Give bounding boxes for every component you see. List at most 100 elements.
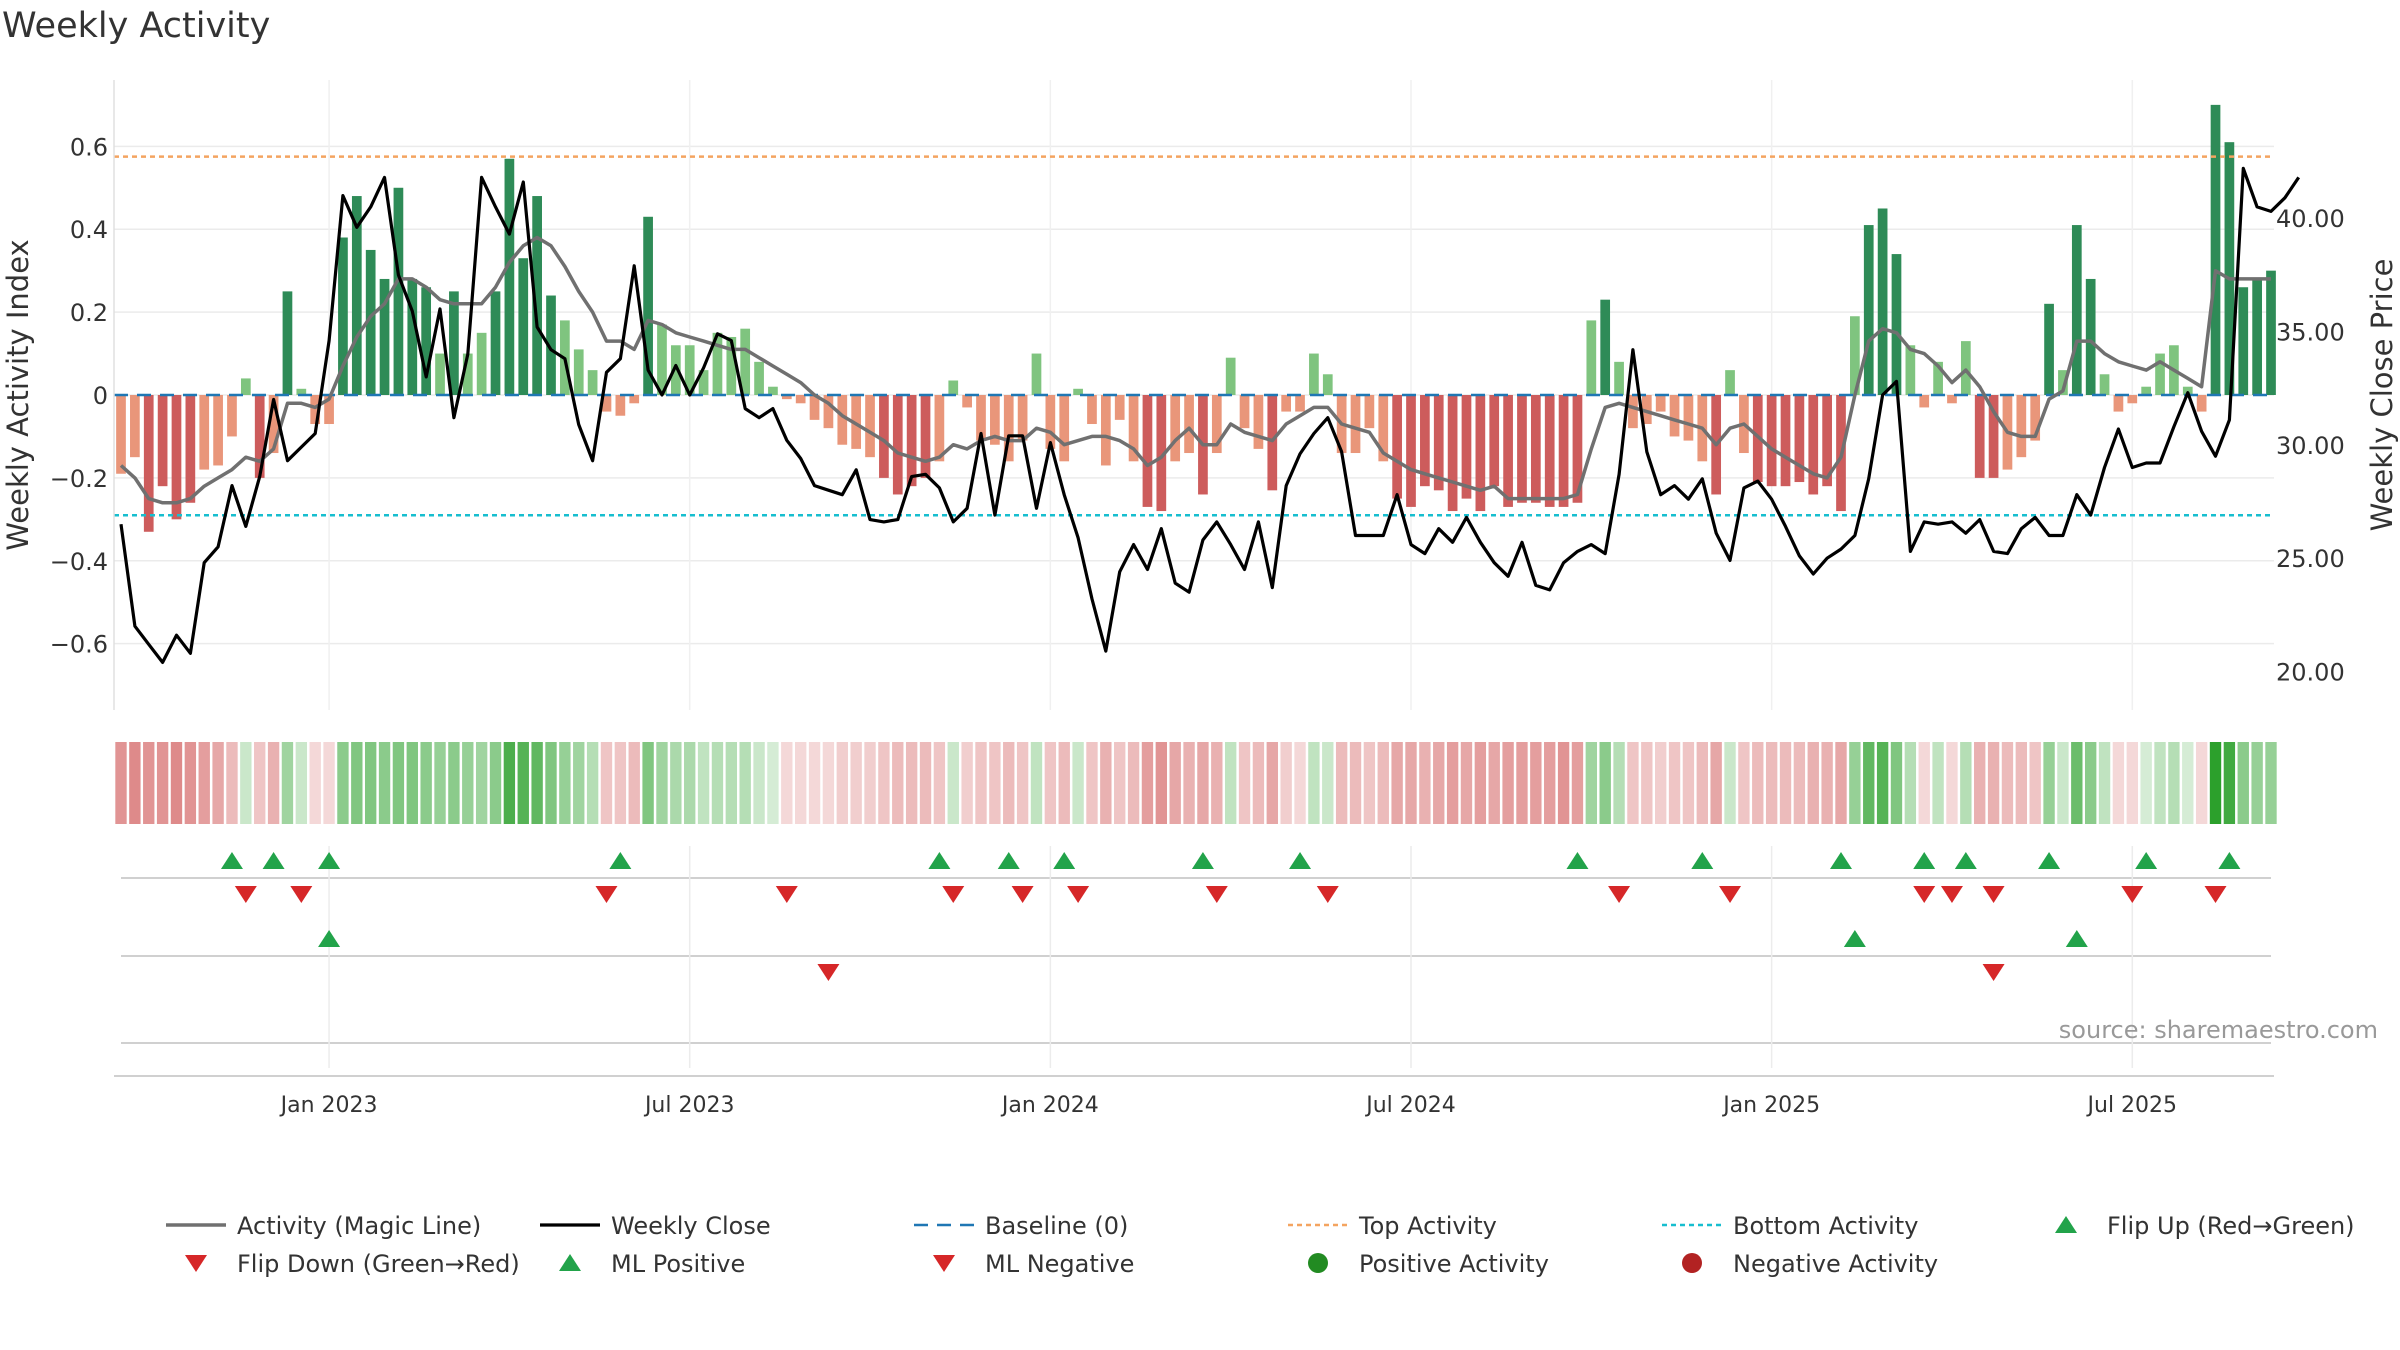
heatmap-cell [1946,742,1958,824]
activity-bar [1211,395,1222,454]
activity-bar [2127,395,2138,404]
flip-up-marker [997,852,1020,869]
flip-down-marker [1940,886,1963,903]
activity-bar [2044,303,2054,395]
activity-bar [1087,395,1097,425]
heatmap-cell [1446,742,1459,824]
activity-bar [2224,142,2235,395]
heatmap-cell [1488,742,1500,824]
heatmap-cell [656,742,668,824]
activity-bar [1073,388,1083,395]
activity-bar [1114,395,1125,420]
legend: Activity (Magic Line) Weekly Close Baselin… [166,1212,2355,1278]
heatmap-cell [586,742,599,824]
legend-label: ML Positive [611,1250,745,1278]
activity-bar [629,395,640,404]
activity-bar [2085,278,2096,395]
legend-label: ML Negative [985,1250,1134,1278]
heatmap-cell [281,742,294,824]
heatmap-cell [2182,742,2194,824]
source-label: source: sharemaestro.com [2059,1016,2378,1044]
legend-symbol [2055,1216,2077,1233]
legend-label: Baseline (0) [985,1212,1128,1240]
activity-bar [768,386,778,395]
heatmap-cell [1960,742,1972,824]
ml-negative-marker [817,964,840,981]
chart-title: Weekly Activity [2,6,270,46]
activity-bar [990,395,1000,445]
legend-label: Negative Activity [1733,1250,1938,1278]
heatmap-cell [1224,742,1237,824]
flip-up-marker [1954,852,1977,869]
activity-bar [670,345,681,395]
heatmap-cell [1322,742,1334,824]
legend-item: ML Positive [559,1250,745,1278]
activity-bar [809,395,820,420]
heatmap-cell [2071,742,2083,824]
heatmap-cell [198,742,210,824]
heatmap-cell [1294,742,1306,824]
flip-down-marker [1608,886,1631,903]
activity-bar [130,395,140,458]
activity-bar [1239,395,1250,429]
heatmap-cell [628,742,640,824]
heatmap-cell [2140,742,2152,824]
heatmap-cell [240,742,252,824]
heatmap-cell [226,742,238,824]
y-tick-label-left: −0.2 [50,465,108,493]
activity-bar [518,258,529,395]
heatmap-cell [1710,742,1722,824]
activity-bar [199,395,210,470]
activity-bar [532,196,542,395]
activity-bar [1988,395,1999,478]
heatmap-cell [1738,742,1750,824]
ml-positive-marker [2065,930,2088,947]
heatmap-cell [961,742,973,824]
y-tick-label-right: 35.00 [2276,319,2345,347]
activity-bar [1406,395,1416,507]
heatmap-cell [2098,742,2111,824]
activity-bar [1850,316,1860,395]
heatmap-cell [2029,742,2041,824]
flip-up-marker [2218,852,2241,869]
heatmap-cell [892,742,904,824]
heatmap-cell [753,742,765,824]
legend-item: Top Activity [1288,1212,1497,1240]
activity-bar [643,216,653,395]
axes: 0.6 0.4 0.2 0 −0.2 −0.4 −0.6 40.00 35.00 30.00 25.… [50,80,2345,710]
y-axis-right-label: Weekly Close Price [2365,259,2399,532]
activity-bar [1003,395,1014,462]
heatmap-cell [503,742,516,824]
activity-bar [2058,370,2068,395]
flip-up-marker [220,852,243,869]
activity-bar [1503,395,1513,507]
flip-up-marker [1053,852,1076,869]
heatmap-cell [378,742,391,824]
heatmap-cell [1641,742,1653,824]
flip-down-marker [290,886,313,903]
y-axis-left-label: Weekly Activity Index [1,239,35,550]
heatmap-cell [434,742,446,824]
flip-up-marker [2135,852,2158,869]
y-tick-label-left: 0.4 [70,216,108,244]
y-tick-label-right: 25.00 [2276,545,2345,573]
heatmap-cell [1974,742,1986,824]
activity-bar [1017,395,1028,441]
legend-label: Flip Up (Red→Green) [2107,1212,2355,1240]
activity-bar [1031,353,1042,395]
activity-bar [1170,395,1181,462]
heatmap-cell [808,742,821,824]
flip-up-marker [1830,852,1852,869]
heatmap-cell [1391,742,1403,824]
heatmap-cell [947,742,959,824]
activity-bar [504,158,515,395]
heatmap-cell [1044,742,1057,824]
heatmap-cell [1308,742,1320,824]
heatmap-cell [1335,742,1348,824]
flip-down-marker [1011,886,1034,903]
activity-bar [2252,278,2262,395]
flip-up-marker [1566,852,1589,869]
flip-up-marker [1913,852,1936,869]
activity-bar [449,291,459,395]
flip-down-marker [1982,886,2005,903]
